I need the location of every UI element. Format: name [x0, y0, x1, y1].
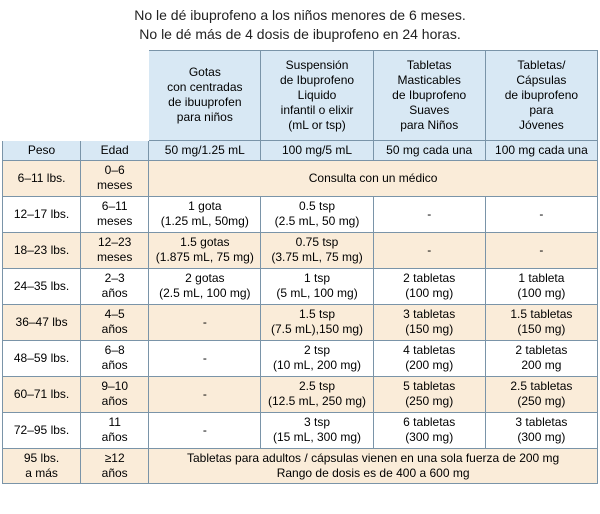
cell-dose: 1.5 gotas(1.875 mL, 75 mg): [149, 232, 261, 268]
cell-dose: 3 tabletas(300 mg): [485, 412, 597, 448]
cell-dose: 1.5 tsp(7.5 mL),150 mg): [261, 304, 373, 340]
cell-dose: -: [485, 196, 597, 232]
cell-dose: 1 tableta(100 mg): [485, 268, 597, 304]
cell-adult-note: Tabletas para adultos / cápsulas vienen …: [149, 448, 598, 483]
cell-dose: -: [149, 376, 261, 412]
cell-age: 2–3años: [81, 268, 149, 304]
product-header-chewable: TabletasMasticablesde IbuprofenoSuavespa…: [373, 50, 485, 140]
cell-dose: 4 tabletas(200 mg): [373, 340, 485, 376]
cell-dose: 2 tsp(10 mL, 200 mg): [261, 340, 373, 376]
cell-dose: 0.5 tsp(2.5 mL, 50 mg): [261, 196, 373, 232]
cell-dose: 2 tabletas200 mg: [485, 340, 597, 376]
cell-weight: 18–23 lbs.: [3, 232, 81, 268]
warning-line-1: No le dé ibuprofeno a los niños menores …: [134, 7, 466, 23]
cell-dose: 2 gotas(2.5 mL, 100 mg): [149, 268, 261, 304]
cell-dose: 2.5 tsp(12.5 mL, 250 mg): [261, 376, 373, 412]
cell-age: 6–8años: [81, 340, 149, 376]
cell-weight: 72–95 lbs.: [3, 412, 81, 448]
cell-dose: 3 tabletas(150 mg): [373, 304, 485, 340]
cell-weight: 24–35 lbs.: [3, 268, 81, 304]
cell-age: 0–6meses: [81, 160, 149, 196]
cell-age: ≥12años: [81, 448, 149, 483]
cell-dose: 2 tabletas(100 mg): [373, 268, 485, 304]
product-header-drops: Gotascon centradasde ibuuprofenpara niño…: [149, 50, 261, 140]
cell-weight: 48–59 lbs.: [3, 340, 81, 376]
cell-weight: 12–17 lbs.: [3, 196, 81, 232]
blank-corner: [3, 50, 149, 140]
cell-weight: 6–11 lbs.: [3, 160, 81, 196]
warning-line-2: No le dé más de 4 dosis de ibuprofeno en…: [139, 26, 460, 42]
subheader-c4: 100 mg cada una: [485, 140, 597, 160]
cell-consult-doctor: Consulta con un médico: [149, 160, 598, 196]
cell-dose: -: [149, 340, 261, 376]
subheader-weight: Peso: [3, 140, 81, 160]
product-header-suspension: Suspensiónde IbuprofenoLiquidoinfantil o…: [261, 50, 373, 140]
cell-dose: 1.5 tabletas(150 mg): [485, 304, 597, 340]
cell-weight: 95 lbs.a más: [3, 448, 81, 483]
cell-dose: 1 gota(1.25 mL, 50mg): [149, 196, 261, 232]
cell-age: 6–11meses: [81, 196, 149, 232]
cell-dose: 0.75 tsp(3.75 mL, 75 mg): [261, 232, 373, 268]
subheader-c1: 50 mg/1.25 mL: [149, 140, 261, 160]
cell-weight: 36–47 lbs: [3, 304, 81, 340]
cell-dose: -: [149, 304, 261, 340]
warning-block: No le dé ibuprofeno a los niños menores …: [0, 6, 600, 44]
subheader-age: Edad: [81, 140, 149, 160]
subheader-c3: 50 mg cada una: [373, 140, 485, 160]
dosage-chart: No le dé ibuprofeno a los niños menores …: [0, 0, 600, 484]
cell-dose: 1 tsp(5 mL, 100 mg): [261, 268, 373, 304]
cell-age: 4–5años: [81, 304, 149, 340]
subheader-c2: 100 mg/5 mL: [261, 140, 373, 160]
dosage-table: Gotascon centradasde ibuuprofenpara niño…: [2, 50, 598, 484]
cell-dose: 2.5 tabletas(250 mg): [485, 376, 597, 412]
cell-weight: 60–71 lbs.: [3, 376, 81, 412]
product-header-junior: Tabletas/Cápsulasde ibuprofenoparaJóvene…: [485, 50, 597, 140]
cell-age: 9–10años: [81, 376, 149, 412]
cell-age: 11años: [81, 412, 149, 448]
cell-dose: 6 tabletas(300 mg): [373, 412, 485, 448]
cell-age: 12–23meses: [81, 232, 149, 268]
cell-dose: -: [373, 196, 485, 232]
cell-dose: 3 tsp(15 mL, 300 mg): [261, 412, 373, 448]
cell-dose: -: [149, 412, 261, 448]
cell-dose: -: [485, 232, 597, 268]
cell-dose: -: [373, 232, 485, 268]
cell-dose: 5 tabletas(250 mg): [373, 376, 485, 412]
